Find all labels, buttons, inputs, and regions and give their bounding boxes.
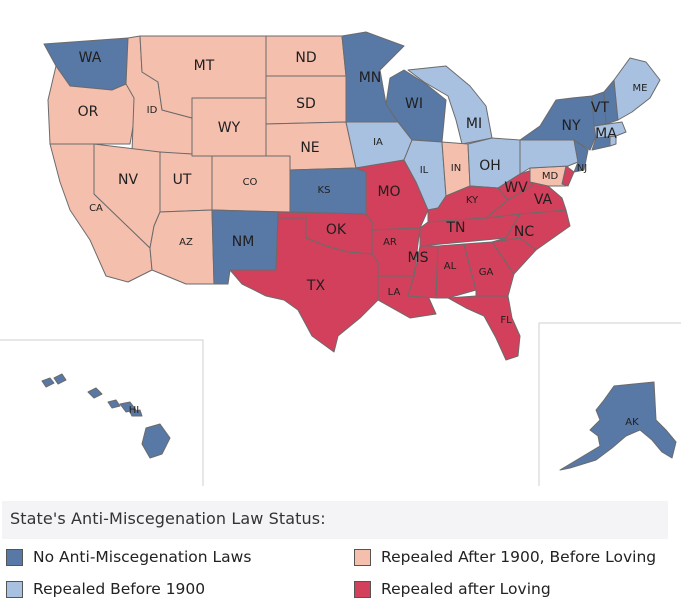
state-label-ND: ND [295, 50, 316, 66]
state-label-NC: NC [514, 224, 534, 240]
state-label-NY: NY [561, 118, 580, 134]
state-NJ[interactable] [573, 139, 589, 173]
state-label-WY: WY [218, 120, 241, 136]
state-label-MO: MO [377, 184, 400, 200]
state-label-ME: ME [633, 83, 648, 94]
state-label-MD: MD [542, 171, 559, 182]
state-label-NM: NM [232, 234, 255, 250]
state-AL[interactable] [435, 243, 477, 299]
state-label-OR: OR [78, 104, 99, 120]
legend-label: Repealed after Loving [381, 580, 551, 598]
state-label-WA: WA [79, 50, 102, 66]
state-label-IL: IL [420, 165, 429, 176]
legend-label: Repealed After 1900, Before Loving [381, 548, 657, 566]
legend-swatch [6, 549, 23, 566]
state-label-MT: MT [194, 58, 215, 74]
state-MA[interactable] [593, 121, 627, 139]
state-MI[interactable] [407, 65, 493, 145]
state-label-NV: NV [118, 172, 138, 188]
state-label-VT: VT [591, 100, 610, 116]
state-label-WV: WV [504, 180, 528, 196]
state-label-AR: AR [383, 237, 397, 248]
state-label-VA: VA [534, 192, 553, 208]
us-map: WA OR CA ID NV MT WY UT AZ CO NM ND SD N… [0, 31, 681, 486]
state-label-OK: OK [326, 222, 347, 238]
legend-title: State's Anti-Miscegenation Law Status: [10, 509, 326, 528]
hawaii-inset-frame [0, 339, 204, 486]
state-label-TN: TN [445, 220, 465, 236]
state-label-IA: IA [373, 137, 383, 148]
state-label-HI: HI [129, 405, 139, 416]
state-label-AZ: AZ [179, 237, 193, 248]
state-FL[interactable] [447, 295, 521, 361]
state-label-GA: GA [479, 267, 494, 278]
state-DE[interactable] [561, 165, 575, 187]
alaska-inset-frame [538, 322, 681, 486]
legend-title-bar: State's Anti-Miscegenation Law Status: [2, 501, 668, 539]
state-label-AL: AL [444, 261, 457, 272]
state-label-LA: LA [388, 287, 401, 298]
legend-label: Repealed Before 1900 [33, 580, 206, 598]
legend-swatch [354, 549, 371, 566]
state-label-SD: SD [296, 96, 316, 112]
legend-label: No Anti-Miscegenation Laws [33, 548, 252, 566]
state-label-UT: UT [173, 172, 192, 188]
legend: State's Anti-Miscegenation Law Status: N… [0, 498, 681, 610]
state-label-OH: OH [479, 158, 501, 174]
state-MS[interactable] [407, 245, 439, 299]
state-label-KY: KY [466, 195, 479, 206]
state-label-MI: MI [466, 116, 482, 132]
state-label-CO: CO [243, 177, 258, 188]
state-label-ID: ID [147, 105, 158, 116]
state-label-FL: FL [500, 315, 512, 326]
state-label-MA: MA [595, 126, 617, 142]
state-label-NE: NE [300, 140, 319, 156]
state-label-MS: MS [408, 250, 429, 266]
state-label-TX: TX [306, 278, 326, 294]
state-HI[interactable] [41, 373, 171, 459]
legend-swatch [354, 581, 371, 598]
legend-swatch [6, 581, 23, 598]
state-label-CA: CA [89, 203, 103, 214]
state-label-MN: MN [359, 70, 382, 86]
state-label-KS: KS [318, 185, 331, 196]
state-TX[interactable] [229, 217, 379, 353]
state-ME[interactable] [613, 57, 661, 121]
state-label-NJ: NJ [577, 163, 587, 174]
state-label-IN: IN [451, 163, 461, 174]
state-label-WI: WI [405, 96, 423, 112]
state-label-AK: AK [625, 417, 639, 428]
state-AK[interactable] [559, 381, 677, 471]
